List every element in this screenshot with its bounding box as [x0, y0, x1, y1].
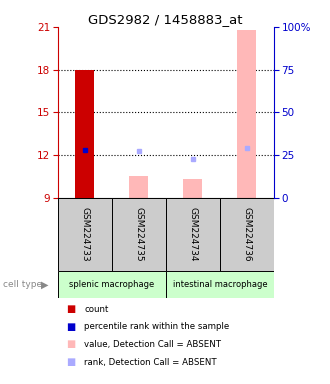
Text: cell type: cell type	[3, 280, 43, 290]
Text: ■: ■	[66, 322, 75, 332]
Text: GSM224736: GSM224736	[242, 207, 251, 262]
Bar	[75, 70, 94, 198]
Text: ■: ■	[66, 339, 75, 349]
Bar	[220, 198, 274, 271]
Bar	[183, 179, 202, 198]
Text: value, Detection Call = ABSENT: value, Detection Call = ABSENT	[84, 340, 221, 349]
Bar	[166, 198, 220, 271]
Text: rank, Detection Call = ABSENT: rank, Detection Call = ABSENT	[84, 358, 217, 367]
Text: ■: ■	[66, 357, 75, 367]
Text: intestinal macrophage: intestinal macrophage	[173, 280, 267, 289]
Bar	[58, 198, 112, 271]
Text: splenic macrophage: splenic macrophage	[69, 280, 154, 289]
Text: ■: ■	[66, 304, 75, 314]
Text: percentile rank within the sample: percentile rank within the sample	[84, 322, 229, 331]
Text: GSM224734: GSM224734	[188, 207, 197, 262]
Text: ▶: ▶	[41, 280, 48, 290]
Bar	[129, 176, 148, 198]
Bar	[112, 198, 166, 271]
Bar	[237, 30, 256, 198]
Text: GSM224733: GSM224733	[80, 207, 89, 262]
Text: count: count	[84, 305, 109, 314]
Bar	[58, 271, 166, 298]
Text: GSM224735: GSM224735	[134, 207, 143, 262]
Bar	[166, 271, 274, 298]
Text: GDS2982 / 1458883_at: GDS2982 / 1458883_at	[88, 13, 242, 26]
